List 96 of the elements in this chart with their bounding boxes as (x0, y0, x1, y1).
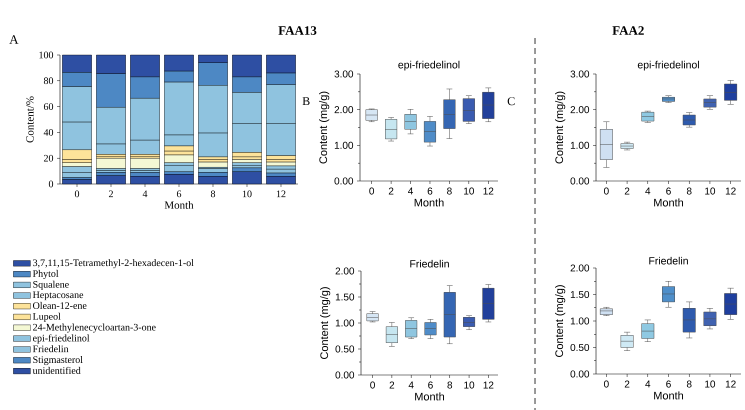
x-tick-label: 12 (276, 190, 286, 198)
x-tick-label: 8 (447, 188, 452, 195)
legend-label: Heptacosane (32, 292, 84, 300)
y-axis-title: Content (mg/g) (319, 92, 330, 164)
y-tick-label: 1.00 (336, 319, 354, 327)
x-tick-label: 0 (369, 188, 374, 195)
x-tick-label: 12 (726, 380, 736, 388)
legend-label: Stigmasterol (33, 356, 83, 366)
y-tick-label: 20 (44, 154, 54, 162)
y-tick-label: 1.00 (334, 142, 354, 149)
chart-title: epi-friedelinol (638, 60, 699, 70)
x-axis-title: Month (415, 392, 444, 400)
x-axis-title: Month (654, 198, 684, 206)
y-tick-label: 80 (44, 77, 54, 84)
chart-title: Friedelin (649, 256, 688, 265)
y-tick-label: 0.50 (335, 345, 354, 353)
x-tick-label: 6 (176, 190, 182, 198)
x-axis-title: Month (654, 391, 684, 400)
x-tick-label: 8 (447, 382, 452, 389)
y-axis-title: Content (mg/g) (555, 92, 566, 164)
bar (266, 162, 296, 166)
legend-label: Squalene (33, 280, 69, 290)
chart-title: epi-friedelinol (398, 60, 460, 70)
x-tick-label: 4 (645, 188, 650, 194)
x-tick-label: 12 (484, 382, 494, 388)
x-tick-label: 10 (705, 380, 716, 388)
y-tick-label: 40 (44, 129, 54, 136)
x-tick-label: 2 (624, 188, 630, 194)
x-tick-label: 6 (428, 188, 432, 195)
legend-label: 24-Methylenecycloartan-3-one (33, 324, 156, 333)
text: C (508, 97, 515, 106)
x-tick-label: 0 (604, 380, 609, 388)
x-tick-label: 0 (74, 190, 80, 198)
y-tick-label: 0 (48, 180, 54, 188)
x-tick-label: 4 (408, 382, 414, 388)
y-tick-label: 0.00 (570, 370, 590, 378)
y-tick-label: 1.00 (570, 142, 590, 149)
x-axis-title: Month (164, 201, 194, 209)
x-tick-label: 10 (464, 188, 474, 195)
y-tick-label: 0.00 (570, 177, 590, 185)
y-axis-title: Content (mg/g) (555, 285, 566, 357)
chart-title: Friedelin (410, 260, 449, 268)
x-tick-label: 2 (108, 190, 113, 198)
text: B (302, 97, 310, 106)
legend-label: Friedelin (32, 345, 68, 352)
y-tick-label: 0.00 (335, 371, 354, 379)
bar (164, 154, 194, 163)
x-tick-label: 2 (390, 382, 394, 388)
x-tick-label: 12 (484, 188, 494, 194)
bar (96, 158, 126, 169)
x-tick-label: 4 (142, 190, 148, 198)
y-tick-label: 60 (44, 103, 54, 110)
y-tick-label: 3.00 (334, 70, 354, 78)
x-tick-label: 4 (645, 380, 650, 388)
x-tick-label: 4 (408, 188, 414, 194)
y-tick-label: 1.50 (570, 290, 590, 298)
y-tick-label: 1.00 (570, 317, 590, 325)
y-tick-label: 2.00 (570, 106, 590, 114)
text: A (9, 35, 18, 44)
legend-label: Olean-12-ene (33, 302, 86, 309)
legend-label: epi-friedelinol (33, 334, 90, 344)
y-axis-title: Content (mg/g) (320, 287, 330, 359)
x-tick-label: 6 (428, 382, 433, 389)
x-axis-title: Month (414, 198, 444, 206)
legend-label: Lupeol (32, 312, 61, 322)
text: FAA2 (612, 26, 644, 35)
y-tick-label: 3.00 (570, 70, 590, 78)
x-tick-label: 2 (624, 380, 630, 388)
bar (130, 158, 160, 169)
x-tick-label: 2 (388, 188, 394, 194)
y-tick-label: 2.00 (570, 264, 590, 272)
bar (232, 159, 262, 163)
x-tick-label: 6 (666, 188, 671, 195)
bar (164, 165, 194, 172)
y-tick-label: 2.00 (336, 267, 354, 275)
x-tick-label: 6 (666, 380, 671, 388)
x-tick-label: 10 (242, 190, 252, 198)
bar (266, 166, 296, 170)
y-tick-label: 0.00 (334, 177, 354, 185)
x-tick-label: 8 (686, 188, 692, 195)
text: FAA13 (278, 26, 316, 35)
y-tick-label: 100 (39, 52, 54, 58)
x-tick-label: 12 (726, 188, 736, 194)
legend-label: 3,7,11,15-Tetramethyl-2-hexadecen-1-ol (33, 259, 194, 268)
x-tick-label: 0 (604, 188, 609, 195)
y-tick-label: 0.50 (570, 344, 590, 352)
x-tick-label: 8 (210, 190, 216, 198)
x-tick-label: 8 (686, 380, 692, 388)
x-tick-label: 10 (705, 188, 716, 195)
y-tick-label: 2.00 (334, 106, 354, 114)
x-tick-label: 10 (464, 382, 474, 389)
y-axis-title: Content/% (26, 96, 34, 142)
y-tick-label: 1.50 (336, 293, 354, 301)
x-tick-label: 0 (370, 382, 375, 389)
legend-label: unidentified (32, 366, 81, 374)
legend-label: Phytol (32, 270, 58, 279)
